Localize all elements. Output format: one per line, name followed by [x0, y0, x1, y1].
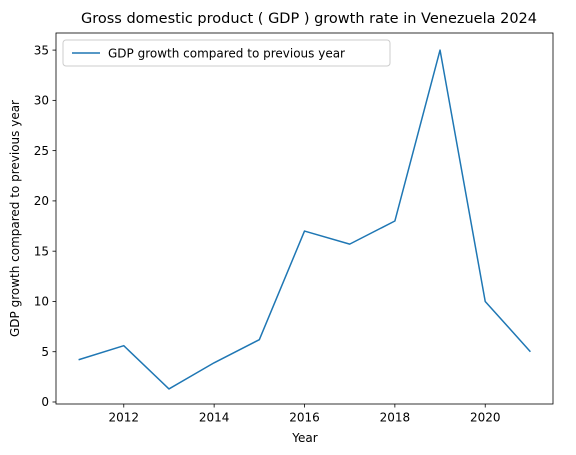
x-axis-label: Year	[291, 431, 317, 445]
legend: GDP growth compared to previous year	[62, 39, 391, 67]
legend-box	[62, 39, 391, 67]
y-tick-label: 30	[34, 94, 49, 108]
x-tick-label: 2012	[108, 411, 139, 425]
data-point	[530, 351, 532, 353]
data-point	[484, 301, 486, 303]
y-tick-label: 35	[34, 43, 49, 57]
y-tick-label: 0	[41, 395, 49, 409]
data-point	[123, 345, 125, 347]
x-tick-label: 2018	[380, 411, 411, 425]
data-point	[213, 362, 215, 364]
series-line	[78, 49, 531, 390]
legend-entry-label: GDP growth compared to previous year	[108, 47, 345, 61]
series-layer	[78, 49, 532, 390]
data-point	[349, 243, 351, 245]
plot-frame	[55, 32, 554, 405]
x-tick-label: 2020	[470, 411, 501, 425]
data-point	[304, 230, 306, 232]
y-tick-label: 20	[34, 194, 49, 208]
data-point	[439, 49, 441, 51]
data-point	[78, 359, 80, 361]
y-axis-label: GDP growth compared to previous year	[8, 100, 22, 337]
y-axis-ticks: 0 5 10 15 20 25 30 35	[34, 43, 56, 409]
data-point	[259, 339, 261, 341]
y-tick-label: 15	[34, 244, 49, 258]
y-tick-label: 25	[34, 144, 49, 158]
x-axis-ticks: 2012 2014 2016 2018 2020	[108, 404, 501, 425]
chart-title: Gross domestic product ( GDP ) growth ra…	[81, 11, 537, 27]
data-point	[394, 220, 396, 222]
y-tick-label: 10	[34, 295, 49, 309]
data-point	[168, 388, 170, 390]
x-tick-label: 2016	[289, 411, 320, 425]
y-tick-label: 5	[41, 345, 49, 359]
x-tick-label: 2014	[199, 411, 230, 425]
plot-area	[56, 33, 553, 404]
